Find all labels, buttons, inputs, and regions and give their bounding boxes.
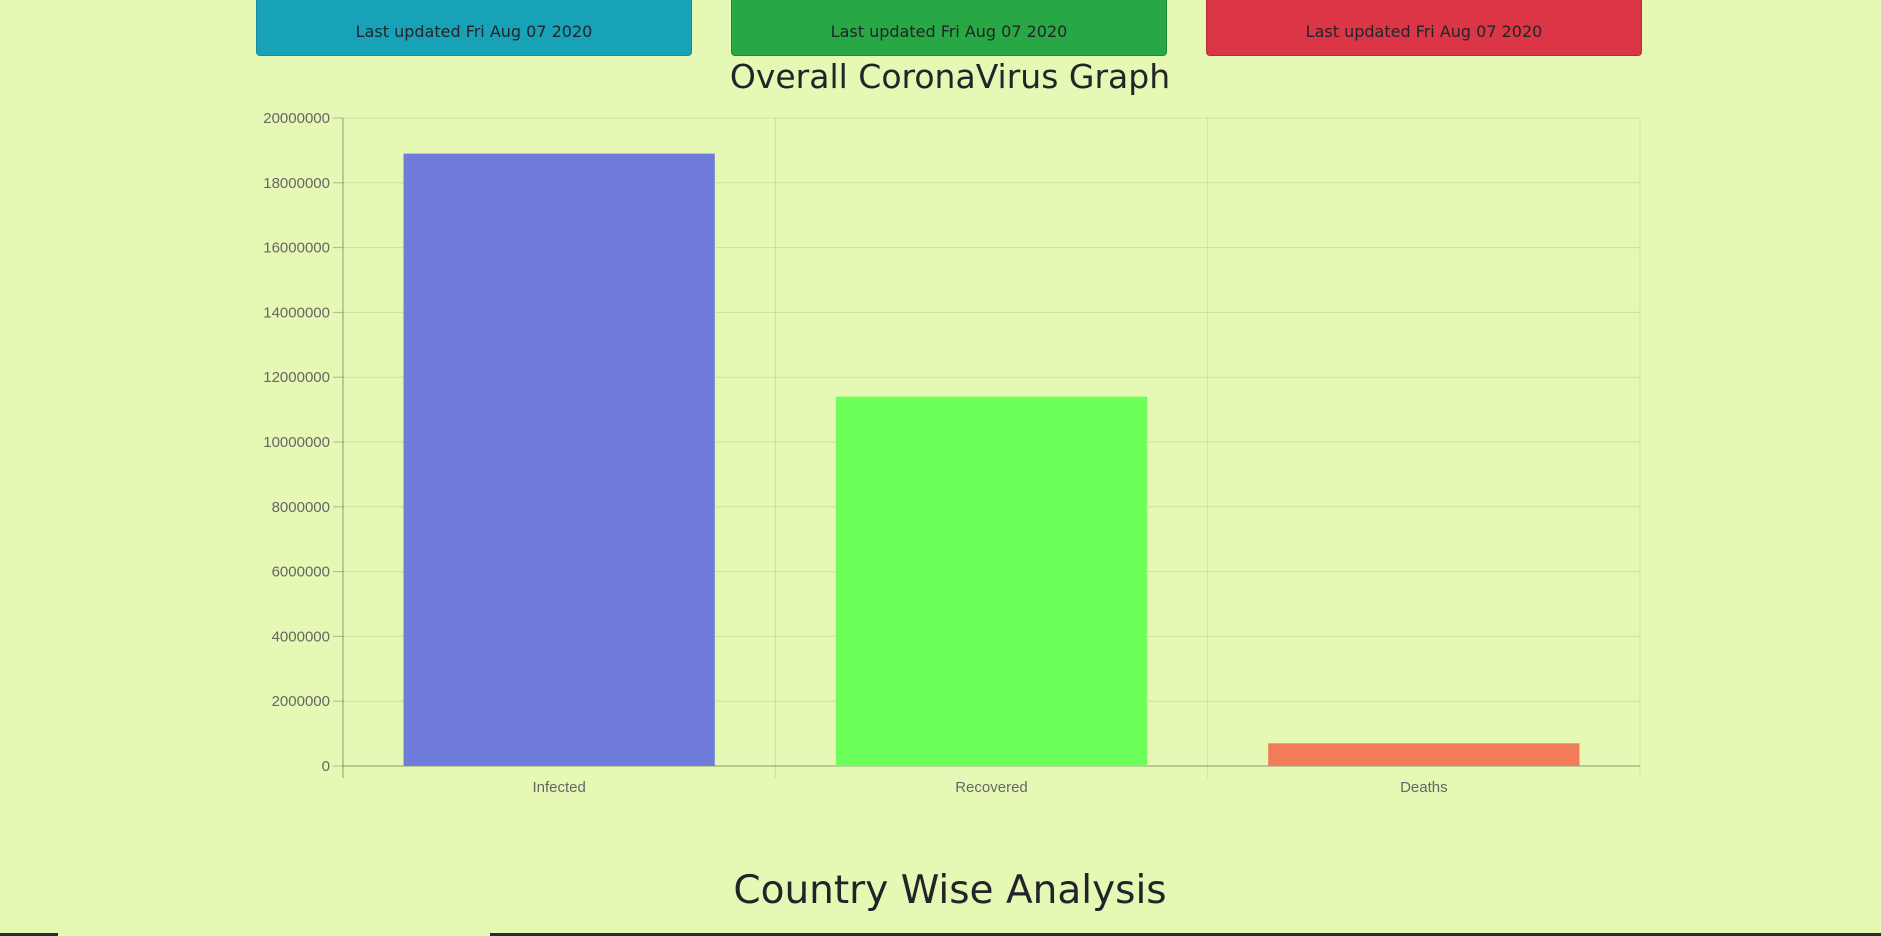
y-tick-label: 6000000	[272, 564, 330, 581]
y-tick-label: 4000000	[272, 628, 330, 645]
infected-card-label: Last updated Fri Aug 07 2020	[355, 21, 593, 41]
deaths-card-label: Last updated Fri Aug 07 2020	[1305, 21, 1543, 41]
y-tick-label: 12000000	[263, 369, 330, 386]
y-tick-label: 16000000	[263, 240, 330, 257]
y-tick-label: 20000000	[263, 110, 330, 127]
page-bottom-edge	[0, 933, 58, 936]
recovered-card-label: Last updated Fri Aug 07 2020	[830, 21, 1068, 41]
deaths-stat-card: Last updated Fri Aug 07 2020	[1206, 0, 1642, 56]
country-analysis-heading: Country Wise Analysis	[733, 868, 1167, 913]
x-tick-label: Recovered	[955, 779, 1028, 796]
x-tick-label: Infected	[532, 779, 585, 796]
page-bottom-edge	[490, 933, 1881, 936]
recovered-stat-card: Last updated Fri Aug 07 2020	[731, 0, 1167, 56]
infected-stat-card: Last updated Fri Aug 07 2020	[256, 0, 692, 56]
y-tick-label: 14000000	[263, 304, 330, 321]
y-tick-label: 2000000	[272, 693, 330, 710]
y-tick-label: 0	[322, 758, 330, 775]
y-tick-label: 8000000	[272, 499, 330, 516]
y-tick-label: 18000000	[263, 175, 330, 192]
graph-title: Overall CoronaVirus Graph	[729, 57, 1171, 96]
bar-deaths	[1268, 743, 1580, 766]
bar-recovered	[835, 396, 1148, 766]
bar-infected	[403, 153, 715, 766]
x-tick-label: Deaths	[1400, 779, 1448, 796]
y-tick-label: 10000000	[263, 434, 330, 451]
